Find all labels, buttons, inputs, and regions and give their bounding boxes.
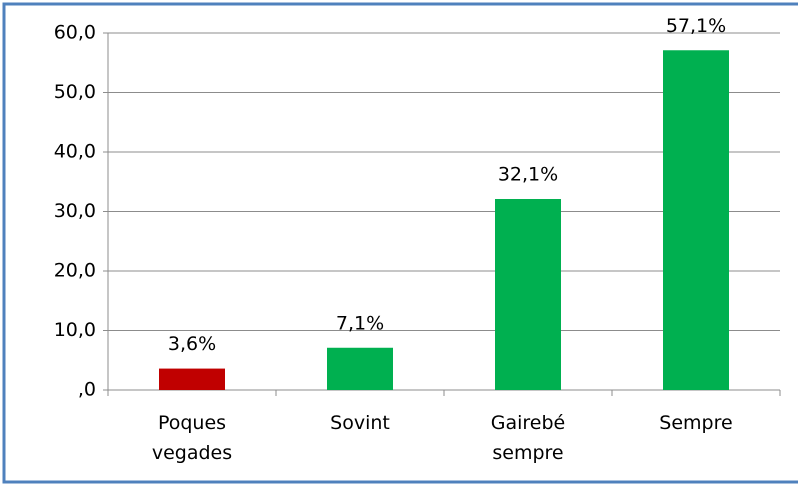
y-tick-label: 20,0 — [54, 260, 96, 282]
bar — [663, 50, 729, 390]
y-tick-label: 30,0 — [54, 200, 96, 222]
data-label: 57,1% — [666, 15, 726, 37]
bar — [159, 368, 225, 390]
x-tick-label: Sovint — [330, 412, 390, 434]
data-label: 32,1% — [498, 164, 558, 186]
data-label: 7,1% — [336, 312, 384, 334]
x-tick-label: Poques vegades — [151, 412, 233, 464]
x-tick-label: Sempre — [659, 412, 733, 434]
y-tick-label: 40,0 — [54, 141, 96, 163]
y-tick-label: 50,0 — [54, 81, 96, 103]
bar — [327, 347, 393, 390]
data-label: 3,6% — [168, 333, 216, 355]
y-tick-label: ,0 — [78, 379, 96, 401]
y-tick-label: 60,0 — [54, 22, 96, 44]
bar — [495, 199, 561, 390]
y-tick-label: 10,0 — [54, 319, 96, 341]
x-tick-label: Gairebé sempre — [490, 412, 566, 464]
